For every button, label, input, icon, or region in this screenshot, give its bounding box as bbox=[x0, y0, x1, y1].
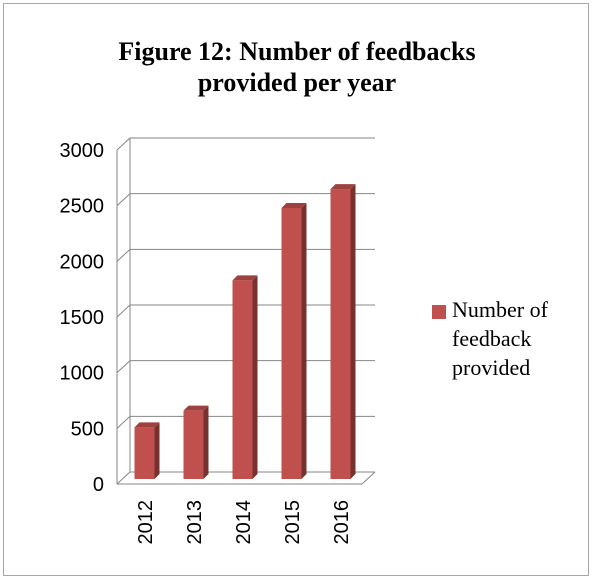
bar-front bbox=[183, 410, 204, 479]
bar bbox=[232, 275, 258, 479]
legend-swatch bbox=[432, 305, 446, 319]
side-wall-gridline bbox=[116, 360, 131, 374]
y-tick-label: 500 bbox=[71, 418, 104, 440]
x-tick-label: 2012 bbox=[135, 500, 157, 545]
bar-side bbox=[203, 405, 209, 479]
bar-side bbox=[154, 422, 160, 479]
legend-label-line-1: Number of bbox=[452, 297, 548, 322]
side-wall-gridline bbox=[116, 248, 131, 262]
side-wall-gridline bbox=[116, 137, 131, 151]
y-tick-label: 1000 bbox=[60, 363, 105, 385]
side-wall-gridline bbox=[116, 304, 131, 318]
bar-top bbox=[330, 184, 356, 190]
y-tick-label: 3000 bbox=[60, 140, 105, 162]
x-axis-tick-labels: 2012 2013 2014 2015 2016 bbox=[135, 500, 353, 545]
side-wall-gridline bbox=[116, 193, 131, 207]
x-tick-label: 2013 bbox=[184, 500, 206, 545]
bar-top bbox=[232, 275, 258, 281]
floor-right-edge bbox=[361, 471, 376, 485]
y-tick-label: 2000 bbox=[60, 251, 105, 273]
legend-label-line-2: feedback bbox=[452, 326, 532, 351]
y-axis-tick-labels: 0 500 1000 1500 2000 2500 3000 bbox=[60, 140, 105, 496]
bar-side bbox=[350, 184, 356, 479]
bar-top bbox=[134, 422, 160, 428]
legend-label-line-3: provided bbox=[452, 355, 531, 380]
bar-side bbox=[301, 203, 307, 480]
bar bbox=[183, 405, 209, 479]
y-tick-label: 0 bbox=[93, 474, 104, 496]
legend-label: Number of feedback provided bbox=[452, 295, 582, 382]
x-tick-label: 2016 bbox=[331, 500, 353, 545]
bar bbox=[134, 422, 160, 479]
y-tick-label: 2500 bbox=[60, 196, 105, 218]
bar-side bbox=[252, 275, 258, 479]
chart-title: Figure 12: Number of feedbacks provided … bbox=[0, 36, 594, 98]
x-tick-label: 2015 bbox=[282, 500, 304, 545]
chart-title-line-1: Figure 12: Number of feedbacks bbox=[118, 37, 476, 66]
chart-title-line-2: provided per year bbox=[197, 68, 397, 97]
bar bbox=[281, 203, 307, 480]
bar-front bbox=[281, 208, 302, 480]
bars bbox=[134, 184, 356, 480]
bar-top bbox=[183, 405, 209, 411]
bar bbox=[330, 184, 356, 479]
bar-top bbox=[281, 203, 307, 209]
bar-front bbox=[134, 427, 155, 479]
bar-front bbox=[330, 189, 351, 479]
bar-front bbox=[232, 280, 253, 479]
y-tick-label: 1500 bbox=[60, 307, 105, 329]
x-tick-label: 2014 bbox=[233, 500, 255, 545]
side-wall-gridline bbox=[116, 415, 131, 429]
side-wall-gridline bbox=[116, 471, 131, 485]
